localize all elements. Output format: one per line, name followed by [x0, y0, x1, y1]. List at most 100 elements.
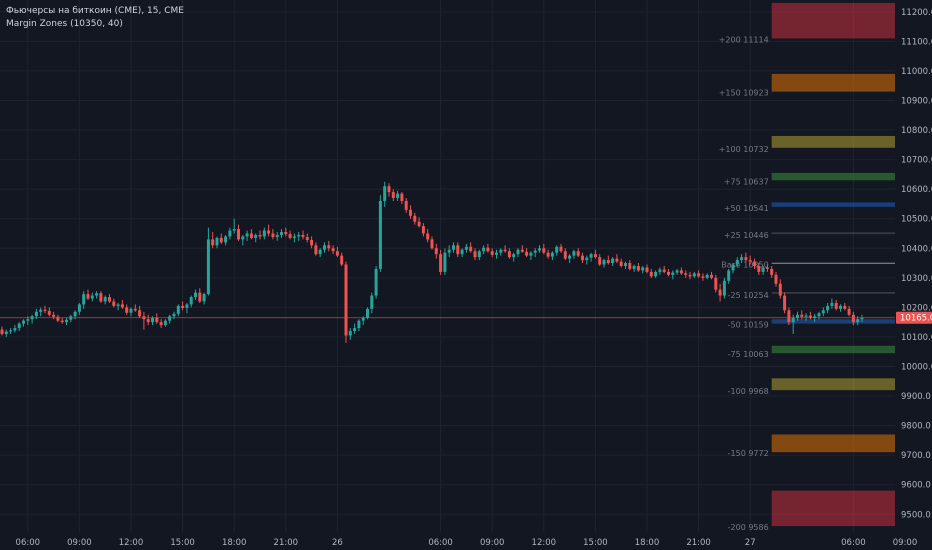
candle-body-70: [301, 234, 305, 238]
candle-24: [103, 295, 107, 305]
candle-body-91: [391, 192, 395, 199]
zone-label-6: Base 10350: [721, 260, 768, 269]
time-axis[interactable]: 06:00 09:00 12:00 15:00 18:00 21:00 26 06:00 09:…: [0, 532, 932, 550]
candle-167: [718, 283, 722, 302]
candle-14: [60, 317, 64, 324]
candle-body-12: [52, 314, 56, 317]
candle-18: [77, 302, 81, 315]
candle-26: [112, 298, 116, 308]
candle-body-14: [60, 320, 64, 323]
zone-label-12: -200 9586: [728, 523, 769, 532]
candle-body-156: [671, 272, 675, 275]
candle-85: [366, 307, 369, 320]
candle-body-129: [555, 246, 559, 253]
candle-139: [598, 254, 602, 266]
candle-27: [116, 302, 120, 311]
candle-100: [430, 236, 434, 250]
candle-146: [628, 260, 632, 271]
candle-76: [327, 240, 331, 252]
candle-133: [572, 249, 576, 259]
candle-61: [262, 227, 266, 240]
zone-label-9: -75 10063: [728, 350, 769, 359]
candle-58: [249, 229, 253, 240]
candle-49: [211, 232, 215, 249]
symbol-title[interactable]: Фьючерсы на биткоин (CME), 15, CME: [6, 6, 184, 16]
price-tick-label-4: 10800.0: [901, 126, 932, 136]
time-tick-label-2: 12:00: [119, 538, 144, 548]
candle-185: [796, 311, 799, 321]
candle-body-52: [224, 236, 228, 243]
candle-body-170: [731, 264, 735, 271]
candle-170: [731, 263, 735, 274]
candle-body-8: [34, 311, 38, 317]
candle-136: [585, 255, 589, 265]
zone-label-3: +75 10637: [724, 177, 769, 186]
candle-43: [185, 302, 189, 314]
candle-body-9: [39, 309, 43, 312]
candle-body-120: [516, 249, 520, 255]
candle-96: [413, 212, 417, 225]
candle-19: [82, 291, 86, 309]
candle-body-112: [482, 247, 486, 252]
candle-59: [254, 233, 258, 243]
time-tick-label-8: 09:00: [480, 538, 505, 548]
candle-165: [710, 271, 713, 280]
candle-95: [409, 205, 412, 219]
candle-body-69: [297, 234, 301, 237]
candle-162: [697, 270, 701, 278]
candle-73: [314, 242, 318, 256]
candle-66: [284, 227, 288, 237]
candle-72: [310, 236, 314, 249]
candle-41: [176, 304, 180, 317]
candle-102: [439, 249, 443, 275]
candle-54: [232, 218, 236, 234]
candle-body-90: [387, 186, 391, 193]
zone-band-4: [771, 202, 931, 207]
last-price-tag-label: 10165.0: [900, 314, 932, 324]
price-tick-label-12: 10000.0: [901, 362, 932, 372]
candle-31: [133, 304, 137, 312]
candle-108: [464, 243, 468, 253]
candle-117: [503, 245, 507, 253]
price-tick-label-9: 10300.0: [901, 274, 932, 284]
candle-103: [443, 248, 447, 275]
candle-124: [533, 248, 537, 258]
zone-band-2: [771, 135, 931, 148]
indicator-title[interactable]: Margin Zones (10350, 40): [6, 19, 123, 29]
candle-56: [241, 234, 245, 246]
price-tick-label-2: 11000.0: [901, 67, 932, 77]
price-axis[interactable]: 11200.0 11100.0 11000.0 10900.0 10800.0 10700…: [895, 0, 932, 550]
candle-45: [194, 289, 197, 300]
candle-body-60: [258, 234, 262, 237]
candle-body-46: [198, 292, 202, 302]
candle-body-63: [271, 233, 275, 238]
time-tick-label-10: 15:00: [583, 538, 608, 548]
candle-body-199: [856, 319, 860, 323]
candle-body-35: [151, 317, 154, 323]
candle-body-66: [284, 232, 288, 235]
candle-20: [86, 289, 90, 300]
candle-body-84: [361, 317, 365, 321]
time-tick-label-12: 21:00: [686, 538, 711, 548]
candle-body-164: [705, 274, 709, 278]
candle-body-11: [47, 310, 51, 315]
candle-body-114: [490, 251, 494, 255]
candle-body-25: [108, 297, 111, 302]
time-tick-label-13: 27: [745, 538, 756, 548]
candle-body-6: [26, 319, 30, 321]
candle-body-152: [654, 271, 658, 277]
candle-body-95: [409, 209, 412, 216]
candle-body-126: [542, 248, 546, 253]
candle-body-140: [602, 260, 606, 265]
candle-181: [778, 279, 782, 299]
candle-129: [555, 245, 559, 256]
candle-body-172: [740, 257, 744, 261]
candle-body-159: [684, 273, 688, 275]
candle-body-28: [120, 304, 124, 308]
candle-body-110: [473, 251, 477, 258]
price-tick-label-0: 11200.0: [901, 8, 932, 18]
candle-154: [662, 266, 666, 274]
candle-body-123: [529, 252, 533, 256]
candle-body-89: [383, 186, 387, 201]
